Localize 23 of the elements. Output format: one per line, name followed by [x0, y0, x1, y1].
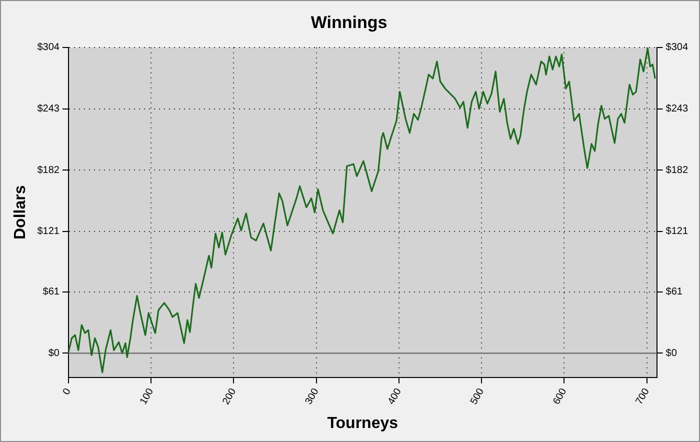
y2-tick-label: $182: [666, 164, 688, 176]
x-tick-label: 700: [634, 386, 652, 407]
y-axis-title: Dollars: [12, 185, 30, 240]
x-tick-label: 500: [468, 386, 487, 407]
y2-tick-label: $61: [666, 286, 683, 298]
y-tick-label: $0: [48, 348, 60, 359]
y2-tick-label: $243: [666, 104, 688, 115]
chart-title: Winnings: [310, 12, 388, 32]
x-tick-label: 0: [61, 386, 74, 398]
y-tick-label: $304: [37, 42, 60, 54]
x-tick-label: 300: [303, 386, 322, 407]
x-axis-title: Tourneys: [327, 414, 398, 432]
y-tick-label: $121: [37, 226, 60, 238]
x-tick-label: 600: [551, 386, 570, 407]
y2-tick-label: $121: [666, 226, 688, 238]
x-tick-label: 200: [220, 386, 239, 407]
y-tick-label: $182: [37, 164, 60, 176]
y2-tick-label: $0: [666, 348, 678, 359]
x-tick-label: 100: [138, 386, 156, 407]
y-tick-label: $243: [37, 104, 60, 115]
y2-tick-label: $304: [666, 42, 688, 54]
y-tick-label: $61: [42, 286, 60, 298]
x-tick-label: 400: [386, 386, 404, 407]
